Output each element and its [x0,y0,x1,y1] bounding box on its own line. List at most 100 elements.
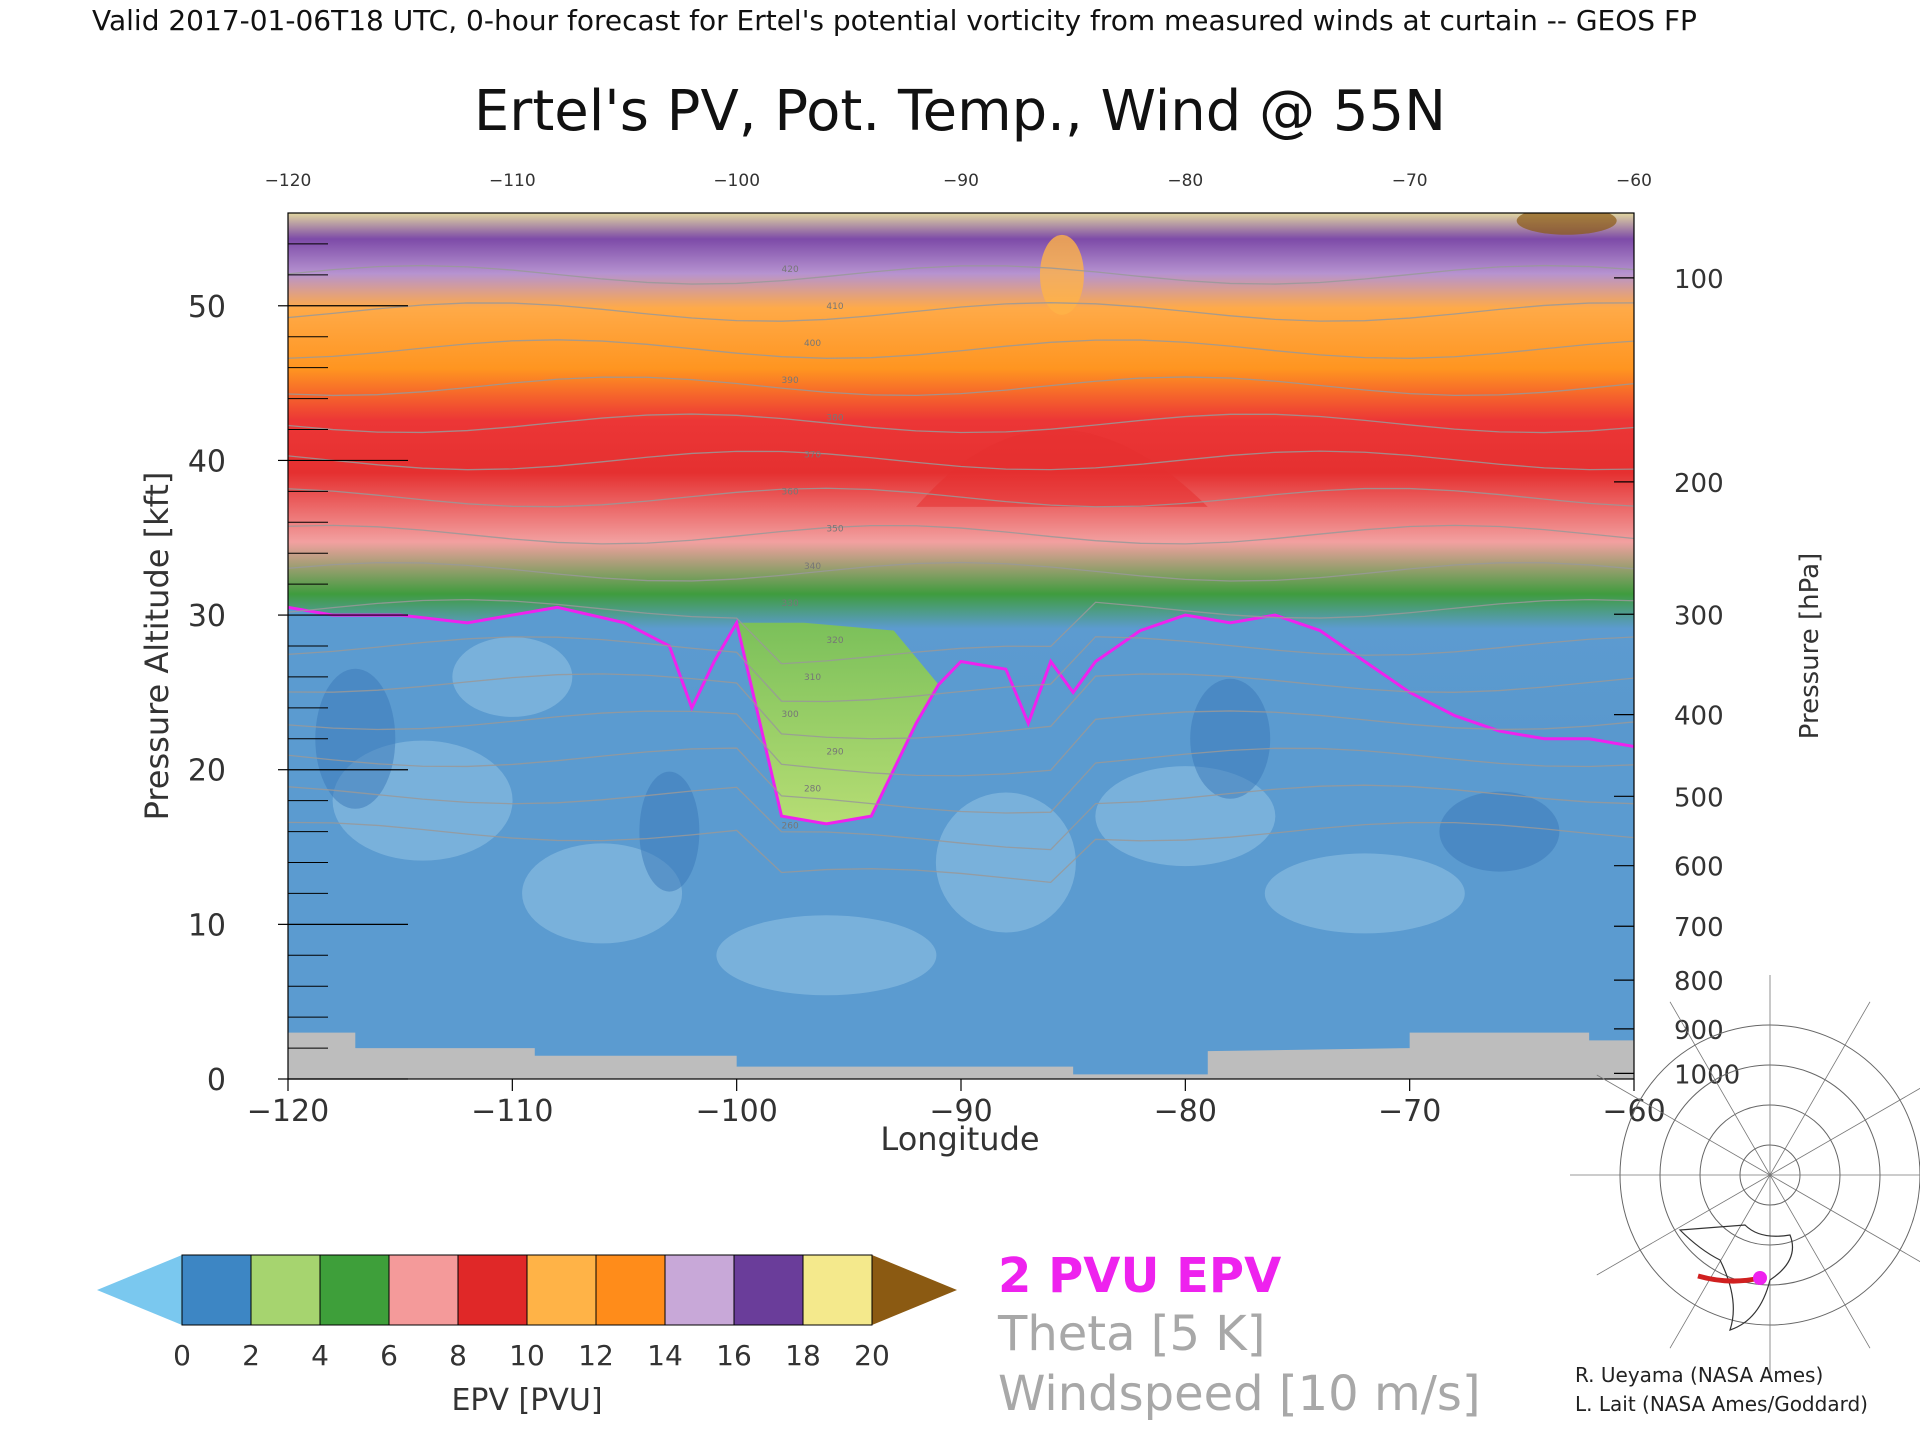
minimap-meridian [1769,1174,1920,1263]
top-x-tick-label: −90 [943,171,979,191]
colorbar-segment [251,1255,320,1325]
x-tick-label: −80 [1154,1094,1217,1129]
chart-title: Ertel's PV, Pot. Temp., Wind @ 55N [474,79,1446,144]
theta-contour [288,636,1634,703]
theta-contour [288,264,1634,285]
theta-contour [288,376,1634,397]
top-x-tick-label: −70 [1392,171,1428,191]
minimap-meridian [1769,1174,1871,1349]
theta-contour [288,673,1634,740]
y2-axis-label: Pressure [hPa] [1795,553,1825,740]
terrain-mask [288,1032,1634,1079]
dark-blue-patch [1190,678,1271,799]
colorbar-segment [596,1255,665,1325]
x-tick-label: −110 [471,1094,553,1129]
colorbar-segment [527,1255,596,1325]
light-blue-patch [716,915,937,996]
theta-contour-label: 410 [826,302,843,312]
light-blue-patch [935,792,1076,933]
theta-contour [288,487,1634,508]
colorbar-label: EPV [PVU] [451,1383,602,1418]
theta-contour [288,561,1634,582]
colorbar-segment [389,1255,458,1325]
theta-contour-label: 280 [804,784,821,794]
colorbar-over-arrow [872,1255,957,1325]
theta-contour-label: 350 [826,525,843,535]
pressure-tick-label: 500 [1674,783,1724,813]
pressure-tick-label: 700 [1674,913,1724,943]
top-x-tick-label: −60 [1616,171,1652,191]
top-x-tick-label: −80 [1167,171,1203,191]
legend-theta-label: Theta [5 K] [998,1306,1266,1362]
pressure-tick-label: 300 [1674,601,1724,631]
colorbar-under-arrow [97,1255,182,1325]
orange-spike [1039,234,1084,315]
light-blue-patch [452,636,573,717]
top-x-tick-label: −120 [265,171,312,191]
theta-contour-label: 360 [782,488,799,498]
colorbar-segment [182,1255,251,1325]
theta-contour [288,821,1634,884]
colorbar-tick-label: 12 [578,1339,614,1372]
theta-contour [288,598,1634,665]
pressure-tick-label: 1000 [1674,1060,1740,1090]
legend-pvu-label: 2 PVU EPV [998,1248,1282,1304]
theta-contour-label: 420 [782,265,799,275]
minimap-coastline [1678,1224,1794,1331]
theta-contour [288,710,1634,777]
x-axis-label: Longitude [880,1120,1039,1158]
y-tick-label: 50 [188,290,226,325]
pressure-tick-label: 800 [1674,967,1724,997]
theta-contour [288,747,1634,814]
pressure-tick-label: 200 [1674,469,1724,499]
y-axis-label: Pressure Altitude [kft] [138,472,176,821]
pressure-tick-label: 400 [1674,702,1724,732]
light-blue-patch [1264,853,1465,934]
colorbar-tick-label: 14 [647,1339,683,1372]
dark-blue-patch [315,668,396,809]
theta-contour-label: 260 [782,822,799,832]
light-blue-patch [522,843,683,944]
colorbar-segment [665,1255,734,1325]
theta-contour [288,450,1634,471]
credit-line-2: L. Lait (NASA Ames/Goddard) [1575,1392,1868,1416]
x-tick-label: −100 [695,1094,777,1129]
theta-contour [288,784,1634,851]
theta-contour-label: 300 [782,710,799,720]
colorbar-segment [458,1255,527,1325]
colorbar-tick-label: 20 [854,1339,890,1372]
theta-contour-label: 380 [826,413,843,423]
two-pvu-contour [288,605,1634,826]
colorbar-tick-label: 4 [311,1339,329,1372]
theta-contour-label: 340 [804,562,821,572]
minimap-meridian [1669,1001,1771,1176]
colorbar-tick-label: 10 [509,1339,545,1372]
theta-contour [288,302,1634,322]
location-map [1570,975,1920,1375]
theta-contours: 260 280 290 300 310 320 330 340 350 360 370 380 390 4… [288,264,1634,884]
dark-blue-patch [639,771,700,892]
y-tick-label: 30 [188,599,226,634]
colorbar-segment [320,1255,389,1325]
x-tick-label: −120 [247,1094,329,1129]
theta-contour-label: 400 [804,339,821,349]
minimap-meridian [1596,1174,1771,1276]
minimap-meridian [1669,1174,1771,1349]
y-tick-label: 40 [188,444,226,479]
y-tick-label: 10 [188,908,226,943]
colorbar: 0 2 4 6 8 10 12 14 16 18 20 [97,1254,957,1372]
minimap-meridian [1769,1087,1920,1176]
theta-contour-label: 390 [782,376,799,386]
colorbar-tick-label: 8 [449,1339,467,1372]
theta-contour-label: 290 [826,747,843,757]
pressure-tick-label: 600 [1674,853,1724,883]
plot-area: 260 280 290 300 310 320 330 340 350 360 370 380 390 4… [288,213,1634,1079]
colorbar-tick-label: 18 [785,1339,821,1372]
theta-contour [288,339,1634,359]
colorbar-tick-label: 16 [716,1339,752,1372]
credit-line-1: R. Ueyama (NASA Ames) [1575,1363,1824,1387]
colorbar-tick-label: 0 [173,1339,191,1372]
theta-contour-label: 370 [804,450,821,460]
red-bump [916,429,1208,507]
